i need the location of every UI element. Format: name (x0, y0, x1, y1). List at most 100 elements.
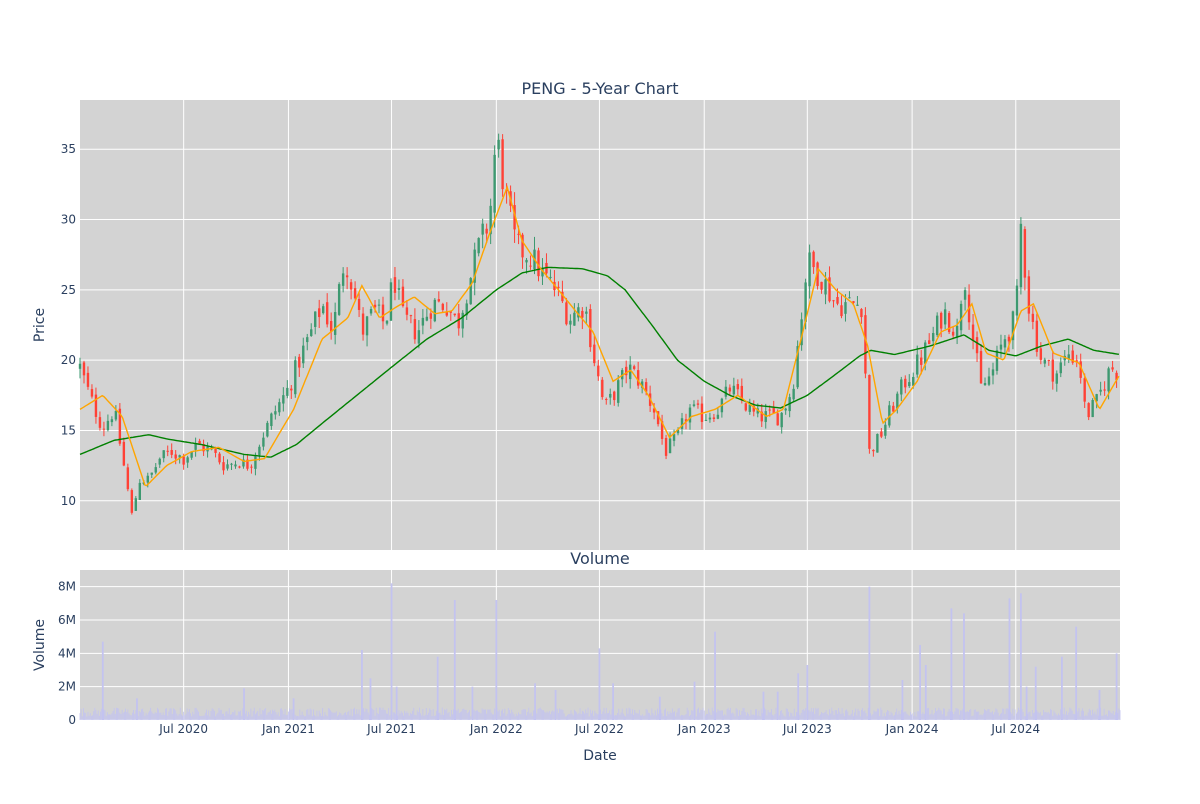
volume-bar (1034, 712, 1035, 720)
volume-bar (668, 714, 670, 720)
volume-bar (973, 709, 975, 720)
candle-down (664, 437, 668, 456)
volume-bar (233, 712, 235, 720)
candle-down (928, 340, 931, 345)
candle-down (130, 490, 134, 513)
volume-bar (392, 712, 394, 720)
volume-bar (341, 715, 343, 720)
candle-up (465, 303, 468, 316)
volume-bar (300, 715, 302, 720)
candle-up (286, 387, 289, 396)
volume-bar (147, 712, 149, 720)
candle-up (732, 385, 736, 395)
volume-bar (98, 715, 100, 720)
volume-bar (906, 713, 908, 720)
candle-down (537, 250, 540, 277)
volume-bar (301, 711, 303, 720)
volume-bar (544, 711, 546, 720)
volume-bar (105, 715, 107, 720)
volume-bar (514, 716, 516, 720)
volume-bar (491, 714, 493, 720)
volume-bar (753, 715, 755, 720)
volume-bar (520, 714, 522, 720)
volume-bar (125, 708, 126, 720)
volume-bar (790, 712, 792, 720)
price-y-tick-label: 35 (61, 142, 76, 156)
candle-down (1023, 229, 1027, 278)
volume-bar (724, 714, 726, 720)
volume-bar (632, 709, 633, 720)
volume-bar (601, 713, 603, 720)
volume-bar (473, 709, 475, 720)
volume-bar (1047, 711, 1049, 720)
volume-spike-bar (1008, 598, 1011, 720)
volume-bar (895, 712, 896, 720)
volume-bar (1071, 710, 1073, 720)
x-tick-label: Jan 2024 (885, 722, 939, 736)
volume-bar (707, 713, 709, 720)
volume-bar (580, 714, 582, 720)
volume-bar (792, 716, 794, 720)
candle-up (804, 282, 807, 322)
volume-bar (1037, 711, 1039, 720)
volume-bar (524, 709, 526, 720)
volume-bar (927, 708, 928, 720)
candle-down (202, 444, 205, 452)
candle-down (947, 313, 951, 333)
volume-bar (185, 713, 187, 720)
volume-bar (949, 711, 951, 720)
volume-bar (676, 712, 678, 720)
volume-bar (962, 708, 964, 720)
volume-bar (151, 711, 153, 720)
volume-bar (1107, 716, 1108, 720)
candle-up (983, 383, 987, 386)
volume-bar (843, 716, 845, 720)
volume-spike-bar (797, 673, 800, 720)
volume-bar (872, 714, 874, 720)
volume-bar (95, 709, 97, 720)
volume-bar (1086, 715, 1088, 720)
volume-bar (622, 713, 624, 720)
candle-up (417, 330, 421, 344)
volume-bar (113, 708, 115, 720)
volume-bar (780, 711, 781, 720)
volume-bar (597, 714, 599, 720)
volume-bar (220, 709, 222, 720)
volume-bar (327, 708, 329, 720)
volume-bar (1048, 713, 1050, 720)
candle-up (461, 312, 464, 329)
volume-bar (820, 714, 821, 720)
volume-bar (247, 716, 248, 720)
x-axis-title: Date (583, 748, 616, 764)
volume-bar (985, 710, 986, 720)
volume-bar (334, 712, 336, 720)
candle-up (876, 433, 879, 453)
volume-bar (917, 711, 919, 720)
volume-bar (568, 713, 570, 720)
volume-bar (528, 707, 530, 720)
candle-down (752, 406, 755, 412)
volume-bar (442, 714, 444, 720)
candle-down (94, 394, 98, 417)
volume-bar (750, 709, 752, 720)
volume-bar (730, 707, 731, 720)
candle-down (597, 365, 600, 377)
volume-bar (444, 709, 445, 720)
volume-bar (149, 710, 150, 720)
x-tick-label: Jan 2023 (677, 722, 731, 736)
volume-bar (160, 712, 162, 720)
candle-up (668, 438, 672, 454)
candle-down (971, 324, 975, 341)
candle-down (246, 459, 249, 469)
volume-bar (646, 709, 648, 720)
volume-bar (110, 714, 112, 720)
volume-bar (547, 712, 549, 720)
volume-bar (166, 708, 167, 720)
volume-bar (993, 714, 994, 720)
volume-bar (1013, 715, 1015, 720)
volume-bar (127, 709, 129, 720)
volume-bar (358, 709, 360, 720)
candle-down (836, 297, 839, 304)
candle-up (708, 417, 712, 420)
volume-bar (456, 710, 458, 720)
